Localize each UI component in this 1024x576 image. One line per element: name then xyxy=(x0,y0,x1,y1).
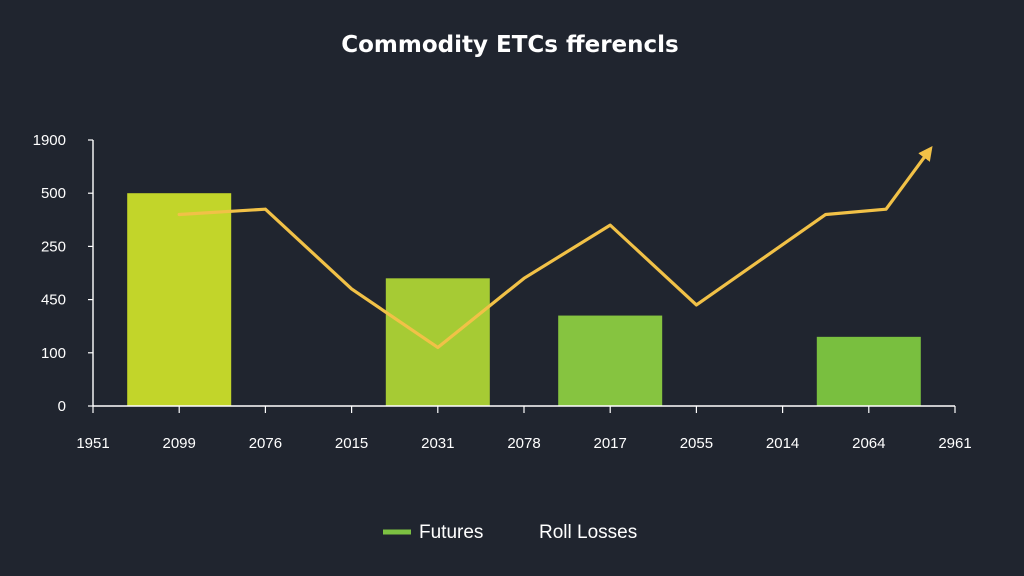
y-tick-label: 500 xyxy=(41,185,66,202)
x-tick-label: 2031 xyxy=(421,435,454,452)
legend: Futures Roll Losses xyxy=(383,522,637,543)
bar-2017 xyxy=(558,315,663,406)
bar-2064 xyxy=(816,336,921,406)
chart-title: Commodity ETCs fferencls xyxy=(341,32,679,58)
x-axis-ticks: 1951 2099 2076 2015 2031 2078 2017 2055 2014 2064… xyxy=(76,406,972,452)
bars xyxy=(127,193,921,406)
x-tick-label: 2078 xyxy=(507,435,540,452)
x-tick-label: 2961 xyxy=(938,435,971,452)
x-tick-label: 2099 xyxy=(163,435,196,452)
y-tick-label: 450 xyxy=(41,292,66,309)
roll-losses-line xyxy=(177,146,933,350)
y-tick-label: 0 xyxy=(58,398,66,415)
x-tick-label: 2055 xyxy=(680,435,713,452)
y-axis-ticks: 0 100 450 250 500 1900 xyxy=(33,132,93,415)
x-tick-label: 2017 xyxy=(594,435,627,452)
x-tick-label: 1951 xyxy=(76,435,109,452)
y-tick-label: 100 xyxy=(41,345,66,362)
legend-label-futures: Futures xyxy=(419,522,483,543)
y-tick-label: 250 xyxy=(41,238,66,255)
x-tick-label: 2064 xyxy=(852,435,885,452)
x-tick-label: 2015 xyxy=(335,435,368,452)
bar-2099 xyxy=(127,193,232,406)
legend-label-roll-losses: Roll Losses xyxy=(539,522,637,543)
roll-losses-series xyxy=(177,146,933,350)
x-tick-label: 2076 xyxy=(249,435,282,452)
x-tick-label: 2014 xyxy=(766,435,799,452)
y-tick-label: 1900 xyxy=(33,132,66,149)
bar-2031 xyxy=(385,278,490,406)
